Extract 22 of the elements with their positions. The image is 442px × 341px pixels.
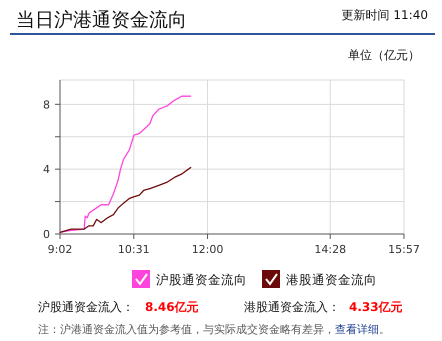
line-series <box>59 96 192 234</box>
text: 更新时间 11:40 <box>342 8 428 22</box>
legend-label: 沪股通资金流向 <box>156 272 247 287</box>
line-series <box>59 166 192 234</box>
y-tick-label: 0 <box>43 228 50 241</box>
x-tick-label: 9:02 <box>48 243 72 256</box>
y-tick-label: 8 <box>43 98 50 112</box>
x-tick-label: 14:28 <box>314 243 346 256</box>
text: 查看详细 <box>335 323 379 336</box>
text: 单位（亿元） <box>348 48 420 62</box>
text: 。 <box>379 323 390 336</box>
legend-label: 港股通资金流向 <box>286 272 377 287</box>
text: 4.33亿元 <box>349 300 403 314</box>
x-tick-label: 10:31 <box>118 243 150 256</box>
text: 港股通资金流入： <box>244 300 340 314</box>
y-tick-label: 4 <box>43 163 50 176</box>
text: 沪股通资金流入： <box>38 300 134 314</box>
chart-title: 当日沪港通资金流向 <box>16 9 187 31</box>
text: 8.46亿元 <box>145 300 199 314</box>
x-tick-label: 12:00 <box>192 243 224 256</box>
text: 注：沪港通资金流入值为参考值，与实际成交资金略有差异， <box>38 323 335 336</box>
x-tick-label: 15:57 <box>388 243 420 256</box>
